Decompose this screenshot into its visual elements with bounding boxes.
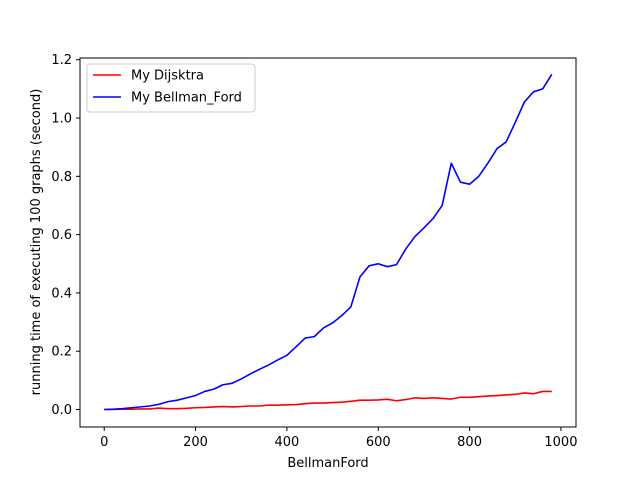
y-ticks: 0.0 0.2 0.4 0.6 0.8 1.0 1.2	[51, 53, 80, 418]
legend-label-0: My Dijsktra	[131, 69, 204, 84]
legend-box	[86, 63, 256, 113]
x-ticks: 0 200 400 600 800 1000	[100, 427, 577, 450]
y-tick-label: 1.2	[51, 53, 72, 68]
x-tick-label: 1000	[544, 435, 577, 450]
y-tick-label: 0.0	[51, 403, 72, 418]
y-tick-label: 0.4	[51, 286, 72, 301]
x-axis-label: BellmanFord	[287, 456, 368, 471]
series-layer	[104, 73, 553, 411]
plot-frame	[79, 57, 577, 428]
y-tick-label: 1.0	[51, 112, 72, 127]
x-tick-label: 200	[183, 435, 208, 450]
legend: My Dijsktra My Bellman_Ford	[86, 63, 256, 113]
x-tick-label: 0	[100, 435, 108, 450]
x-tick-label: 400	[274, 435, 299, 450]
y-tick-label: 0.8	[51, 170, 72, 185]
y-tick-label: 0.2	[51, 345, 72, 360]
x-tick-label: 800	[457, 435, 482, 450]
x-tick-label: 600	[366, 435, 391, 450]
y-tick-label: 0.6	[51, 228, 72, 243]
plot-background	[80, 58, 576, 427]
y-axis-label: running time of executing 100 graphs (se…	[29, 89, 44, 396]
series-line-1	[104, 73, 553, 411]
series-line-0	[104, 390, 552, 411]
legend-label-1: My Bellman_Ford	[131, 91, 242, 106]
